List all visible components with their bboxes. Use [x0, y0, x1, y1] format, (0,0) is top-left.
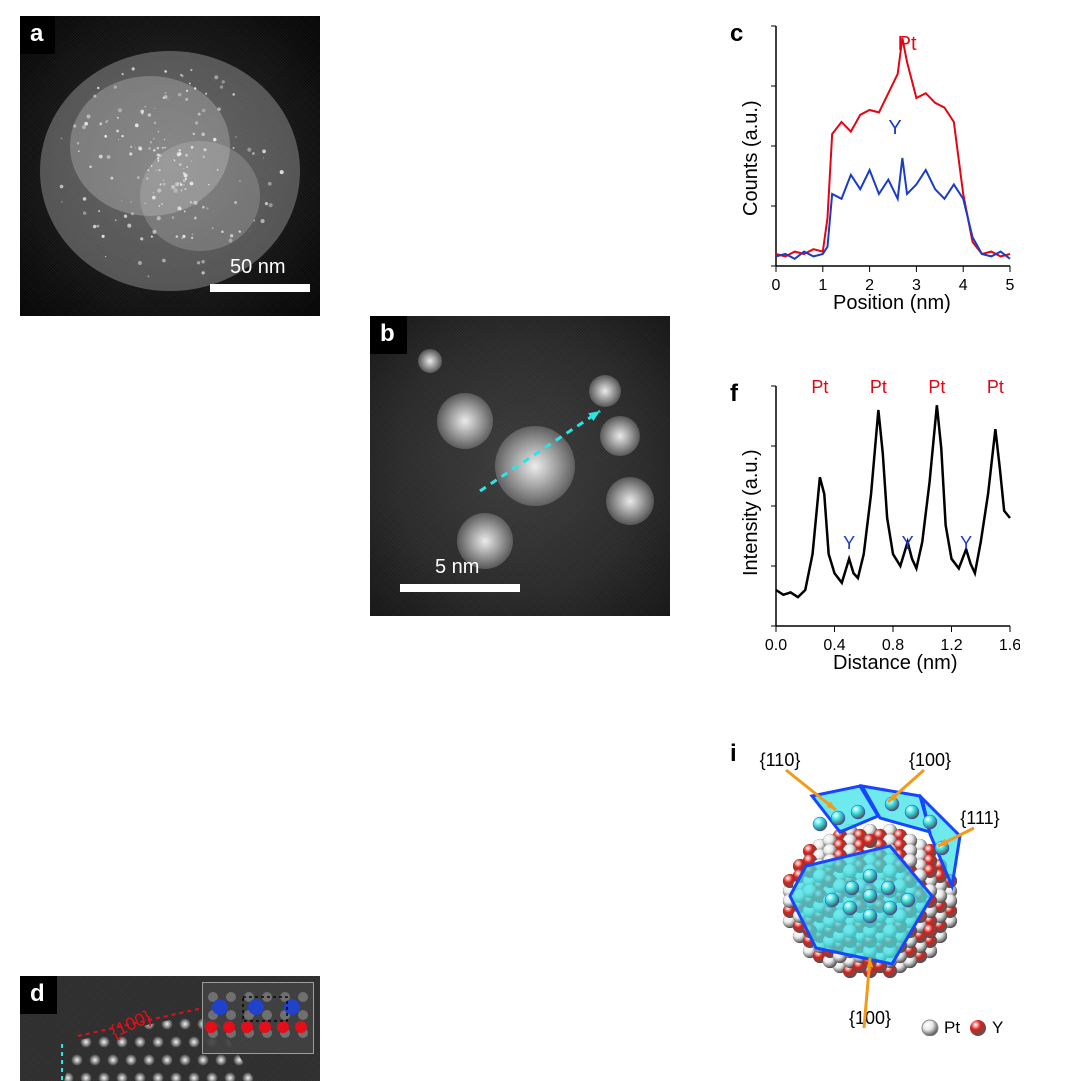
svg-text:{111}: {111} — [960, 808, 999, 828]
svg-text:Pt: Pt — [811, 377, 828, 397]
panel-letter: f — [720, 376, 750, 414]
svg-text:0.0: 0.0 — [765, 637, 787, 654]
svg-text:{110}: {110} — [760, 750, 801, 770]
svg-text:5: 5 — [1006, 277, 1015, 294]
scale-bar-label: 50 nm — [230, 256, 286, 279]
panel-letter: c — [720, 16, 755, 54]
svg-text:1: 1 — [818, 277, 827, 294]
scale-bar — [210, 284, 310, 292]
svg-text:Pt: Pt — [987, 377, 1004, 397]
y-axis-label: Counts (a.u.) — [740, 100, 763, 216]
svg-text:4: 4 — [959, 277, 968, 294]
svg-text:Pt: Pt — [898, 33, 917, 55]
svg-text:0: 0 — [772, 277, 781, 294]
panel-d: {100}{110}{100}{110}d2 nm[100] — [20, 976, 320, 1081]
svg-text:Y: Y — [960, 533, 972, 553]
scale-bar — [400, 584, 520, 592]
panel-letter: i — [720, 736, 749, 774]
svg-text:1.6: 1.6 — [999, 637, 1020, 654]
svg-text:Y: Y — [888, 117, 901, 139]
svg-text:{100}: {100} — [909, 750, 951, 770]
scale-bar-label: 5 nm — [435, 556, 479, 579]
svg-text:Y: Y — [843, 533, 855, 553]
panel-f: 0.00.40.81.21.6PtPtPtPtYYYIntensity (a.u… — [720, 376, 1020, 676]
svg-text:Pt: Pt — [928, 377, 945, 397]
svg-text:{100}: {100} — [849, 1008, 891, 1028]
x-axis-label: Position (nm) — [833, 292, 951, 315]
svg-text:Pt: Pt — [944, 1018, 960, 1036]
y-axis-label: Intensity (a.u.) — [740, 449, 763, 576]
panel-letter: a — [20, 16, 55, 54]
svg-text:Y: Y — [992, 1018, 1003, 1036]
x-axis-label: Distance (nm) — [833, 652, 957, 675]
panel-i: {110} {100} {111} {100} Pt Yi — [720, 736, 1020, 1036]
svg-text:Pt: Pt — [870, 377, 887, 397]
panel-a: a 50 nm — [20, 16, 320, 316]
panel-letter: b — [370, 316, 407, 354]
panel-letter: d — [20, 976, 57, 1014]
svg-text:Y: Y — [902, 533, 914, 553]
panel-b: b 5 nm — [370, 316, 670, 616]
panel-c: 012345PtYCounts (a.u.)Position (nm)c — [720, 16, 1020, 316]
